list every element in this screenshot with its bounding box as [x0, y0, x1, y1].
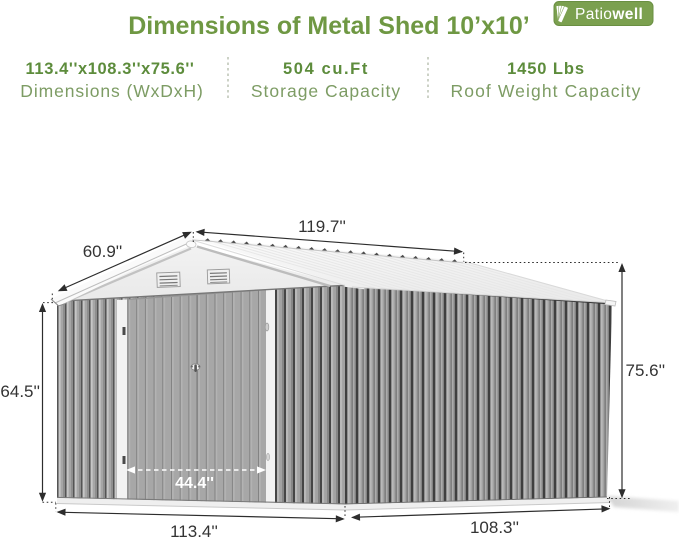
svg-text:64.5'': 64.5''	[0, 382, 40, 401]
svg-text:113.4''x108.3''x75.6'': 113.4''x108.3''x75.6''	[26, 60, 195, 78]
svg-text:108.3'': 108.3''	[470, 518, 519, 537]
svg-text:75.6'': 75.6''	[626, 361, 666, 380]
svg-text:1450 Lbs: 1450 Lbs	[507, 60, 585, 78]
svg-text:Dimensions of Metal Shed 10’x1: Dimensions of Metal Shed 10’x10’	[128, 12, 530, 40]
svg-text:119.7'': 119.7''	[298, 217, 346, 236]
svg-text:Dimensions (WxDxH): Dimensions (WxDxH)	[20, 81, 203, 101]
svg-text:113.4'': 113.4''	[170, 522, 218, 541]
svg-text:Patiowell: Patiowell	[575, 6, 643, 23]
svg-text:60.9'': 60.9''	[83, 242, 123, 261]
svg-text:44.4'': 44.4''	[175, 475, 214, 492]
svg-text:Roof Weight Capacity: Roof Weight Capacity	[451, 81, 642, 101]
svg-text:504 cu.Ft: 504 cu.Ft	[283, 60, 369, 78]
svg-text:Storage Capacity: Storage Capacity	[251, 81, 401, 101]
